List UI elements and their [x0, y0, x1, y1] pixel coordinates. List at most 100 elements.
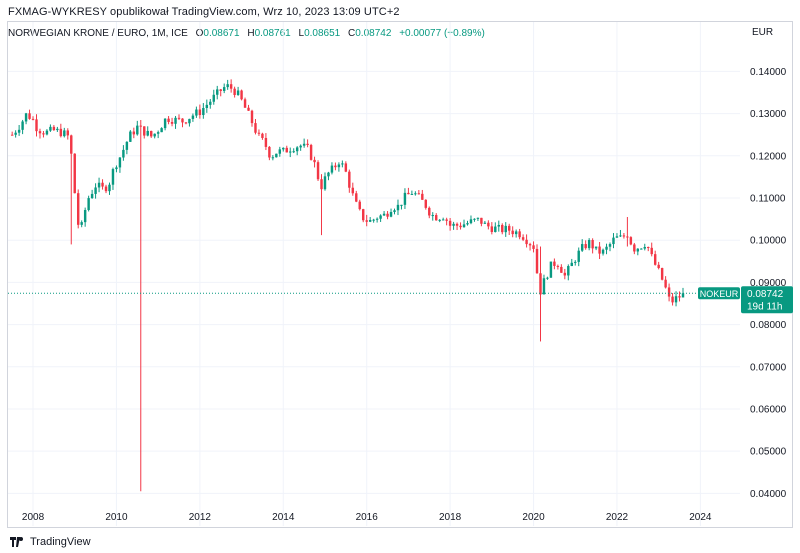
candle-body: [351, 187, 355, 194]
candle-body: [202, 108, 205, 116]
candle-body: [375, 218, 379, 220]
candle-body: [181, 118, 184, 123]
candle-body: [302, 143, 306, 146]
candle-body: [118, 157, 122, 168]
footer-brand[interactable]: TradingView: [10, 534, 91, 550]
candle-body: [487, 222, 490, 227]
candle-body: [31, 118, 35, 120]
y-tick-label: 0.06000: [750, 404, 787, 415]
y-tick-label: 0.08000: [750, 320, 787, 331]
candle-body: [400, 204, 403, 206]
x-tick-label: 2014: [272, 512, 295, 523]
candle-body: [504, 225, 507, 233]
candle-body: [511, 230, 514, 235]
candle-body: [591, 240, 594, 249]
candle-body: [539, 273, 542, 295]
candle-body: [247, 107, 250, 111]
y-tick-label: 0.12000: [750, 151, 787, 162]
x-tick-label: 2024: [689, 512, 712, 523]
candle-body: [63, 130, 66, 137]
candle-body: [306, 143, 309, 145]
candle-body: [514, 231, 518, 235]
x-tick-label: 2022: [606, 512, 629, 523]
candle-body: [393, 210, 396, 212]
y-tick-label: 0.10000: [750, 236, 787, 247]
high-value: 0.08761: [254, 28, 291, 39]
candle-body: [417, 193, 421, 195]
candle-body: [497, 224, 500, 227]
candle-body: [14, 132, 17, 135]
candle-body: [622, 235, 626, 237]
candle-body: [438, 219, 441, 221]
candle-body: [219, 89, 222, 91]
candle-body: [546, 277, 549, 279]
y-tick-label: 0.05000: [750, 447, 787, 458]
candle-body: [629, 237, 633, 245]
candle-body: [28, 113, 31, 119]
candle-body: [170, 121, 174, 124]
chart-frame: [7, 21, 793, 528]
candle-body: [601, 249, 605, 254]
currency-label[interactable]: EUR: [752, 27, 774, 38]
candle-body: [594, 246, 598, 249]
candle-body: [45, 130, 49, 135]
candles: [10, 79, 685, 492]
candle-body: [462, 224, 466, 228]
x-tick-label: 2012: [189, 512, 212, 523]
candle-body: [268, 146, 271, 158]
candle-body: [657, 264, 660, 269]
candle-body: [549, 261, 553, 278]
x-tick-label: 2016: [356, 512, 379, 523]
candle-body: [330, 165, 334, 173]
candle-body: [282, 147, 285, 150]
candle-body: [608, 244, 612, 247]
symbol-description[interactable]: NORWEGIAN KRONE / EURO, 1M, ICE: [8, 28, 188, 39]
candle-body: [535, 248, 539, 274]
candle-body: [542, 278, 546, 295]
ticker-label: NOKEUR: [700, 289, 739, 299]
y-tick-label: 0.13000: [750, 109, 787, 120]
candle-body: [222, 87, 226, 91]
candle-body: [647, 247, 650, 249]
candle-body: [209, 101, 212, 105]
brand-name: TradingView: [30, 536, 91, 548]
x-tick-label: 2020: [522, 512, 545, 523]
candle-body: [358, 201, 361, 210]
candle-body: [633, 244, 636, 252]
time-axis: 2008 2010 2012 2014 2016 2018 2020 2022 2024: [22, 512, 712, 523]
candle-body: [212, 94, 215, 102]
candle-body: [441, 219, 445, 221]
candle-body: [52, 126, 56, 131]
candle-body: [626, 236, 629, 238]
candle-body: [466, 223, 469, 225]
candle-body: [553, 261, 556, 266]
candle-body: [323, 176, 327, 190]
candle-body: [448, 220, 452, 226]
candle-body: [146, 130, 149, 136]
candle-body: [532, 245, 535, 249]
candle-body: [389, 211, 393, 217]
candle-body: [643, 247, 646, 249]
candle-body: [382, 213, 386, 216]
candle-body: [56, 128, 59, 131]
candle-body: [299, 145, 302, 148]
candle-body: [584, 244, 587, 249]
candle-body: [459, 225, 462, 228]
candle-body: [257, 132, 261, 134]
candle-body: [136, 125, 139, 135]
candle-body: [525, 239, 528, 245]
high-label: H: [247, 28, 255, 39]
candle-body: [177, 117, 181, 119]
candle-body: [316, 162, 320, 180]
candle-body: [153, 133, 156, 137]
candle-body: [115, 167, 118, 170]
y-tick-label: 0.11000: [750, 194, 786, 205]
candle-body: [674, 296, 678, 303]
candle-body: [132, 131, 136, 135]
y-tick-label: 0.04000: [750, 489, 787, 500]
candle-body: [10, 134, 14, 136]
candle-body: [473, 218, 476, 220]
candle-body: [295, 147, 299, 152]
y-tick-label: 0.09000: [750, 278, 787, 289]
